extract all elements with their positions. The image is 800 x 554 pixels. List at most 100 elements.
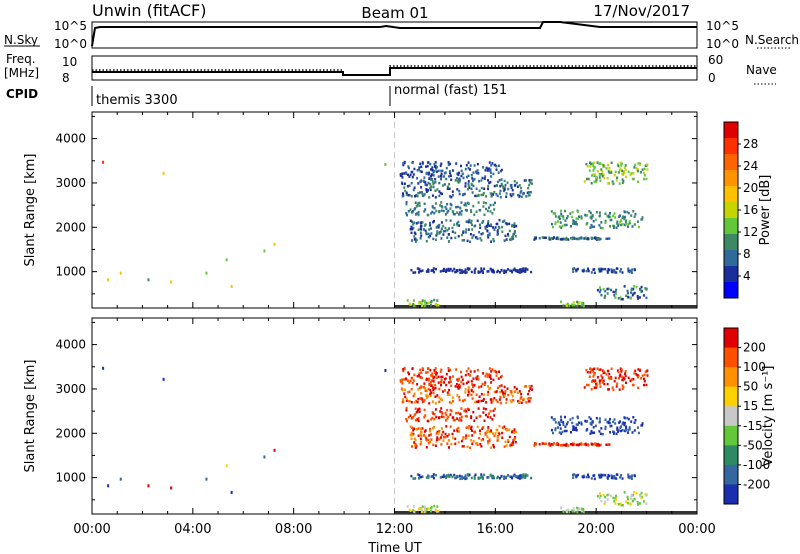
velocity-band-point	[417, 388, 420, 391]
power-band-point	[470, 219, 473, 223]
velocity-band-point	[620, 474, 623, 477]
velocity-band-point	[633, 421, 636, 424]
velocity-band-point	[612, 430, 614, 433]
velocity-band-point	[619, 420, 621, 423]
velocity-band-point	[589, 371, 592, 374]
velocity-band-point	[481, 438, 484, 441]
velocity-band-point	[419, 433, 422, 437]
power-band-point	[403, 186, 406, 189]
power-band-point	[434, 161, 437, 164]
power-band-point	[643, 167, 646, 171]
velocity-band-point	[575, 429, 578, 432]
power-band-point	[429, 221, 431, 225]
power-band-point	[422, 179, 425, 183]
power-band-point	[621, 216, 624, 220]
power-band-point	[433, 181, 436, 184]
velocity-band-point	[593, 442, 596, 446]
power-band-point	[425, 231, 428, 234]
power-band-point	[626, 225, 629, 228]
velocity-band-point	[503, 392, 506, 395]
power-band-point	[616, 222, 619, 225]
power-band-point	[496, 233, 499, 236]
velocity-band-point	[445, 425, 448, 428]
power-band-point	[460, 233, 463, 237]
velocity-band-point	[498, 370, 500, 373]
velocity-band-point	[469, 370, 472, 373]
power-band-point	[446, 236, 449, 239]
velocity-band-point	[559, 427, 562, 430]
colorbar-swatch	[724, 138, 738, 155]
power-band-point	[598, 211, 601, 214]
velocity-band-point	[415, 444, 418, 448]
power-band-point	[492, 172, 495, 176]
velocity-band-point	[591, 443, 594, 446]
velocity-band-point	[572, 428, 574, 431]
velocity-band-point	[446, 435, 449, 438]
velocity-band-point	[592, 379, 594, 382]
velocity-band-point	[443, 381, 445, 384]
power-band-point	[641, 168, 644, 171]
power-band-point	[456, 179, 459, 183]
power-band-point	[598, 162, 601, 166]
power-band-point	[473, 164, 476, 167]
power-band-point	[413, 231, 416, 234]
velocity-band-point	[473, 419, 476, 422]
power-band-point	[637, 225, 640, 229]
power-band-point	[559, 221, 562, 224]
velocity-band-point	[446, 393, 449, 397]
power-band-point	[472, 204, 475, 208]
power-band-point	[424, 208, 427, 211]
power-band-point	[430, 185, 433, 188]
colorbar-swatch	[724, 250, 738, 267]
velocity-band-point	[425, 446, 428, 449]
velocity-band-point	[511, 394, 514, 398]
colorbar-tick-label: 8	[743, 247, 751, 261]
power-band-point	[590, 236, 593, 240]
power-band-point	[609, 215, 611, 219]
power-band-point	[633, 291, 636, 295]
power-band-point	[606, 292, 609, 295]
velocity-band-point	[436, 436, 439, 439]
velocity-band-point	[630, 477, 633, 480]
power-band-point	[433, 207, 436, 210]
velocity-band-point	[416, 375, 419, 378]
power-band-point	[405, 193, 408, 196]
power-band-point	[639, 288, 642, 292]
power-band-point	[571, 210, 574, 214]
power-band-point	[436, 232, 439, 235]
velocity-band-point	[615, 498, 617, 501]
power-band-point	[482, 166, 485, 169]
velocity-band-point	[447, 446, 450, 449]
colorbar-tick-label: -15	[743, 419, 763, 433]
power-band-point	[402, 192, 404, 195]
power-band-point	[444, 226, 447, 230]
power-band-point	[628, 221, 631, 225]
velocity-band-point	[408, 372, 410, 376]
power-band-point	[486, 270, 489, 273]
power-band-point	[453, 223, 456, 226]
velocity-band-point	[461, 445, 464, 448]
power-band-point	[477, 270, 480, 273]
velocity-band-point	[454, 437, 457, 441]
velocity-band-point	[465, 426, 468, 429]
velocity-band-point	[616, 426, 619, 429]
power-band-point	[633, 223, 636, 226]
velocity-band-point	[460, 407, 463, 410]
power-band-point	[643, 171, 645, 175]
power-band-point	[490, 175, 493, 178]
velocity-band-point	[410, 387, 413, 391]
power-band-point	[604, 219, 607, 223]
power-band-point	[503, 269, 506, 272]
power-band-point	[437, 304, 440, 307]
power-band-point	[591, 237, 594, 240]
power-band-point	[631, 268, 634, 271]
cpid-label: CPID	[6, 87, 38, 101]
power-band-point	[415, 238, 418, 242]
x-axis-label: Time UT	[367, 541, 421, 554]
velocity-band-point	[599, 385, 602, 388]
power-band-point	[599, 288, 602, 292]
power-band-point	[479, 226, 482, 229]
velocity-band-point	[617, 503, 620, 506]
velocity-band-point	[405, 399, 408, 402]
power-band-point	[503, 239, 506, 242]
